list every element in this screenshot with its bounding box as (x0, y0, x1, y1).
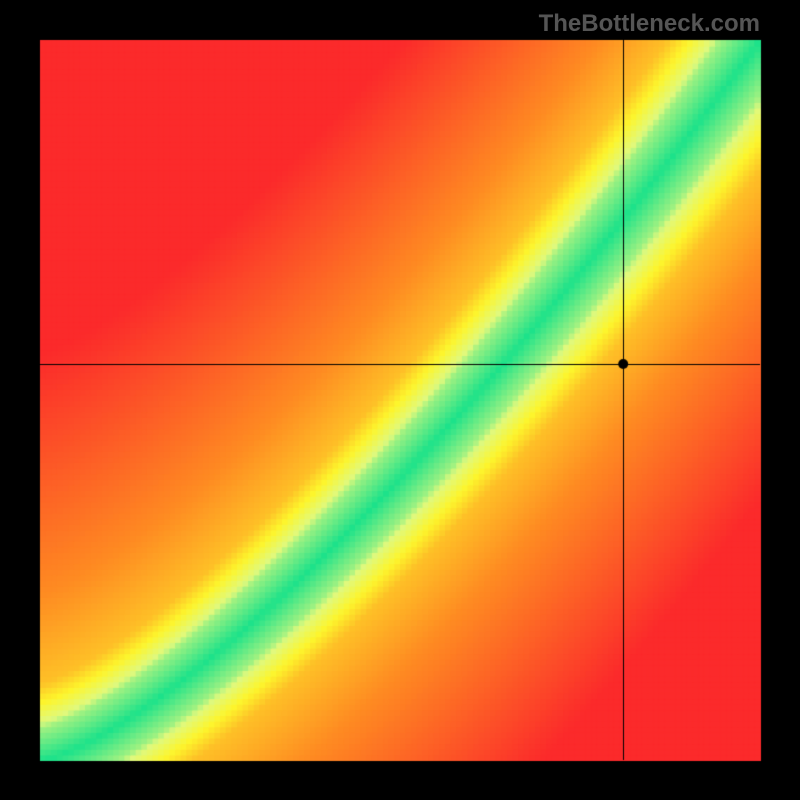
chart-container: TheBottleneck.com (0, 0, 800, 800)
bottleneck-heatmap-canvas (0, 0, 800, 800)
watermark-text: TheBottleneck.com (539, 10, 760, 38)
